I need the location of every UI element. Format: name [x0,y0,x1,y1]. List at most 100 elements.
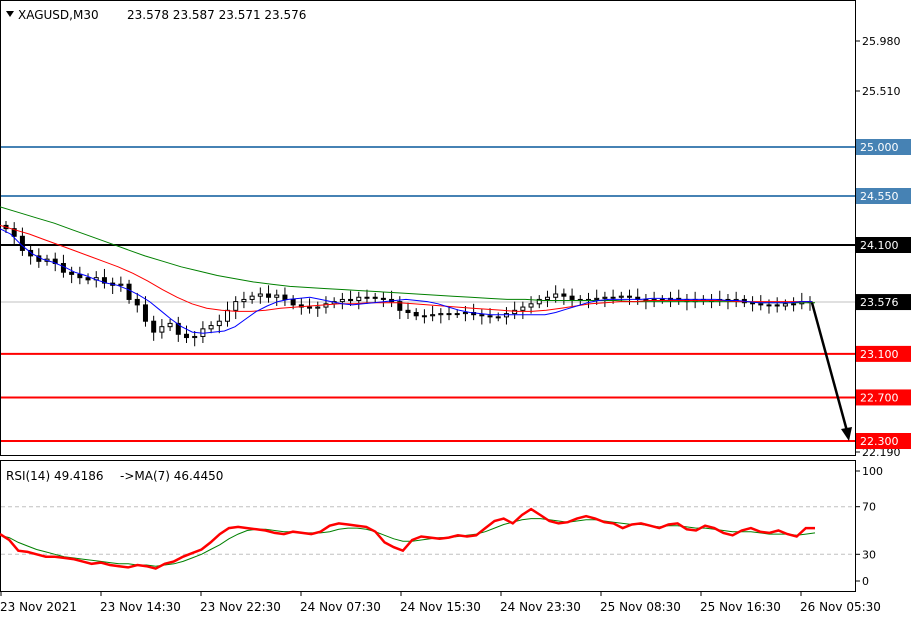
candle-body [610,296,616,299]
chart-header: XAGUSD,M30 23.578 23.587 23.571 23.576 [6,8,306,22]
rsi-tick-label: 70 [862,501,876,514]
candle-body [528,303,534,308]
candle-body [487,315,493,318]
price-tick-label: 25.510 [862,85,901,98]
time-tick-label: 24 Nov 07:30 [300,600,381,614]
candle-body [307,306,313,309]
candle-body [348,298,354,302]
candle-body [479,314,485,317]
time-tick-label: 23 Nov 2021 [0,600,77,614]
candle-body [192,335,198,339]
candle-body [602,296,608,299]
rsi-ma-label: ->MA(7) 46.4450 [120,469,223,483]
level-tag-bg [856,237,911,253]
price-axis: 25.980 25.510 22.190 25.000 24.550 24.100 23.1… [855,35,911,459]
candle-body [446,313,452,316]
ma-fast-line [0,228,812,334]
collapse-triangle-icon[interactable] [6,11,14,17]
candle-body [175,322,181,335]
level-tag: 24.550 [860,190,899,203]
candle-body [266,293,272,298]
candle-body [774,304,780,307]
candle-body [791,303,797,306]
candle-body [69,271,75,275]
level-tag: 24.100 [860,239,899,252]
rsi-tick-label: 30 [862,548,876,561]
candle-body [208,325,214,330]
candle-body [569,295,575,300]
candle-body [520,306,526,311]
candle-body [766,304,772,307]
candle-body [421,315,427,318]
forecast-arrow-head [841,427,852,441]
candle-body [454,313,460,316]
candle-body [216,320,222,327]
candle-body [544,296,550,300]
candle-body [503,313,509,318]
candle-body [356,296,362,302]
candle-body [339,298,345,303]
level-tag: 23.100 [860,348,899,361]
candle-body [430,314,436,317]
candle-body [782,303,788,307]
time-tick-label: 23 Nov 14:30 [100,600,181,614]
price-tick-label: 22.190 [862,446,901,459]
candle-body [19,235,25,251]
candle-body [183,333,189,339]
candle-body [627,295,633,298]
candle-body [405,309,411,314]
level-tag-bg [856,345,911,362]
candle-body [380,297,386,300]
time-tick-label: 23 Nov 22:30 [200,600,281,614]
time-axis: 23 Nov 2021 23 Nov 14:30 23 Nov 22:30 24 No… [0,591,881,614]
candle-body [257,293,263,297]
candle-body [233,301,239,311]
time-tick-label: 24 Nov 15:30 [400,600,481,614]
rsi-line [0,507,815,570]
candle-body [553,293,559,298]
candle-body [60,263,66,273]
candle-body [618,295,624,298]
level-tag-bg [856,389,911,406]
rsi-panel: 100 70 30 0 RSI(14) 49.4186 ->MA(7) 46.4450 [0,460,883,592]
ma-slow-line [0,206,815,304]
rsi-tick-label: 0 [862,575,869,588]
candle-body [758,303,764,306]
candle-body [372,296,378,299]
candle-body [315,306,321,309]
candle-body [118,283,124,286]
level-tag-bg [856,433,911,449]
candle-body [438,313,444,316]
candle-body [462,312,468,315]
ohlc-label: 23.578 23.587 23.571 23.576 [127,8,306,22]
current-price-tag: 23.576 [860,296,899,309]
ma-mid-line [0,224,812,312]
rsi-tick-label: 100 [862,465,883,478]
candle-body [274,294,280,298]
level-lines [1,146,855,442]
candle-body [536,298,542,305]
candle-body [397,301,403,311]
rsi-level-lines [1,506,855,555]
candle-body [134,298,140,306]
symbol-label: XAGUSD,M30 [18,8,99,22]
candle-body [364,296,370,299]
candle-body [495,316,501,319]
rsi-panel-frame [0,460,856,592]
candle-body [11,228,17,237]
time-tick-label: 26 Nov 05:30 [800,600,881,614]
candle-body [282,294,288,300]
candle-body [85,277,91,281]
candle-body [159,326,165,333]
candle-body [750,302,756,305]
level-tag: 25.000 [860,141,899,154]
candle-body [594,297,600,300]
forecast-arrow-shaft [810,302,849,432]
candle-body [167,322,173,328]
level-tag: 22.700 [860,391,899,404]
candle-body [249,295,255,300]
candle-body [151,320,157,333]
price-panel: 25.980 25.510 22.190 25.000 24.550 24.100 23.1… [0,0,911,459]
current-price-tag-bg [856,294,911,311]
